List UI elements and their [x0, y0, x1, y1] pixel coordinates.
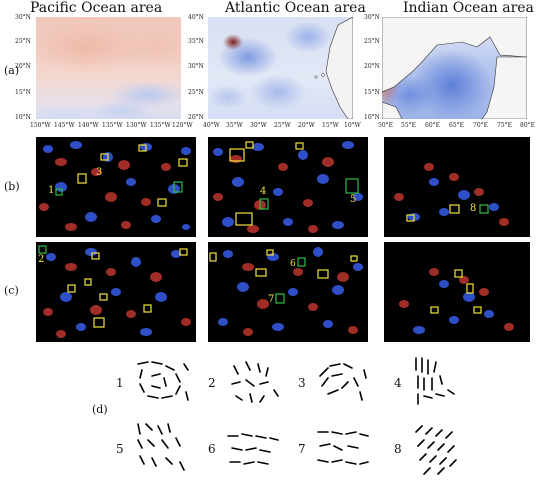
atlantic-lat-tick: 35°N: [188, 38, 204, 45]
pacific-lon-tick: 135°W: [150, 122, 171, 129]
pacific-lon-tick: 150°W: [30, 122, 51, 129]
atlantic-lat-tick: 20°N: [188, 114, 204, 121]
indian-lon-tick: 55°E: [401, 122, 417, 129]
glyph-number: 8: [394, 442, 402, 456]
box-label-4: 4: [260, 186, 267, 197]
indian-lon-tick: 65°E: [449, 122, 465, 129]
row-label-c: (c): [4, 284, 19, 297]
atlantic-eddies-c: [209, 247, 363, 336]
box-label-8: 8: [470, 203, 477, 214]
atlantic-lon-tick: 15°W: [322, 122, 339, 129]
box-label-6: 6: [290, 259, 296, 269]
pacific-lat-tick: 20°N: [15, 63, 31, 70]
box-label-1: 1: [48, 185, 55, 196]
pacific-eddies-c: [38, 245, 191, 338]
glyph-number: 2: [208, 376, 216, 390]
glyph-3: [314, 356, 374, 406]
atlantic-eddy-panel-b: 4 5: [208, 137, 368, 237]
glyph-number: 5: [116, 442, 124, 456]
glyph-5: [132, 418, 192, 471]
atlantic-lat-tick: 30°N: [188, 63, 204, 70]
glyph-2: [224, 356, 284, 406]
box-label-2: 2: [38, 254, 45, 265]
pacific-lon-tick: 135°W: [102, 122, 123, 129]
atlantic-coastline: [314, 17, 353, 119]
glyph-8: [410, 422, 470, 475]
glyph-7: [314, 424, 374, 474]
pacific-lat-tick: 25°N: [15, 38, 31, 45]
atlantic-lon-tick: 10°W: [344, 122, 361, 129]
glyph-number: 4: [394, 376, 402, 390]
row-label-b: (b): [4, 180, 20, 193]
pacific-lon-tick: 140°W: [78, 122, 99, 129]
pacific-eddy-panel-c: 2: [36, 242, 196, 342]
atlantic-lat-tick: 25°N: [188, 89, 204, 96]
pacific-anomaly-map: [36, 17, 181, 119]
atlantic-lon-tick: 25°W: [274, 122, 291, 129]
indian-lat-tick: 15°N: [364, 89, 380, 96]
glyph-number: 6: [208, 442, 216, 456]
indian-eddies-c: [399, 268, 514, 334]
pacific-lat-tick: 10°N: [15, 114, 31, 121]
box-label-3: 3: [96, 167, 103, 178]
indian-eddy-panel-b: 8: [384, 137, 530, 237]
indian-lat-tick: 10°N: [364, 114, 380, 121]
row-label-a: (a): [4, 64, 20, 77]
atlantic-eddy-panel-c: 7 6: [208, 242, 368, 342]
glyph-number: 7: [298, 442, 306, 456]
indian-eddy-panel-c: [384, 242, 530, 342]
glyph-1: [132, 356, 192, 406]
atlantic-title: Atlantic Ocean area: [225, 0, 366, 16]
box-label-7: 7: [268, 294, 275, 305]
pacific-eddy-panel-b: 1 3: [36, 137, 196, 237]
indian-lon-tick: 80°E: [520, 122, 536, 129]
indian-lon-tick: 60°E: [425, 122, 441, 129]
glyph-number: 1: [116, 376, 124, 390]
pacific-lat-tick: 15°N: [15, 89, 31, 96]
glyph-4: [410, 354, 470, 405]
pacific-lon-tick: 120°W: [172, 122, 193, 129]
indian-lon-tick: 70°E: [473, 122, 489, 129]
atlantic-eddies-b: [213, 141, 363, 233]
indian-lon-tick: 50°E: [378, 122, 394, 129]
box-label-5: 5: [350, 194, 357, 205]
pacific-title: Pacific Ocean area: [30, 0, 163, 16]
pacific-eddies-b: [39, 141, 191, 231]
atlantic-lon-tick: 20°W: [298, 122, 315, 129]
atlantic-anomaly-map: [208, 17, 353, 119]
indian-lat-tick: 20°N: [364, 63, 380, 70]
glyph-6: [224, 424, 284, 474]
atlantic-lon-tick: 35°W: [226, 122, 243, 129]
indian-lon-tick: 75°E: [497, 122, 513, 129]
atlantic-lat-tick: 40°N: [188, 14, 204, 21]
indian-lat-tick: 25°N: [364, 38, 380, 45]
indian-lat-tick: 30°N: [364, 14, 380, 21]
glyph-number: 3: [298, 376, 306, 390]
indian-anomaly-map: [382, 17, 527, 119]
indian-coastline: [382, 17, 527, 119]
atlantic-lon-tick: 30°W: [250, 122, 267, 129]
indian-eddies-b: [394, 163, 509, 226]
pacific-lon-tick: 145°W: [54, 122, 75, 129]
atlantic-lon-tick: 40°W: [203, 122, 220, 129]
row-label-d: (d): [92, 403, 108, 416]
pacific-lon-tick: 130°W: [126, 122, 147, 129]
indian-title: Indian Ocean area: [403, 0, 534, 16]
pacific-lat-tick: 30°N: [15, 14, 31, 21]
